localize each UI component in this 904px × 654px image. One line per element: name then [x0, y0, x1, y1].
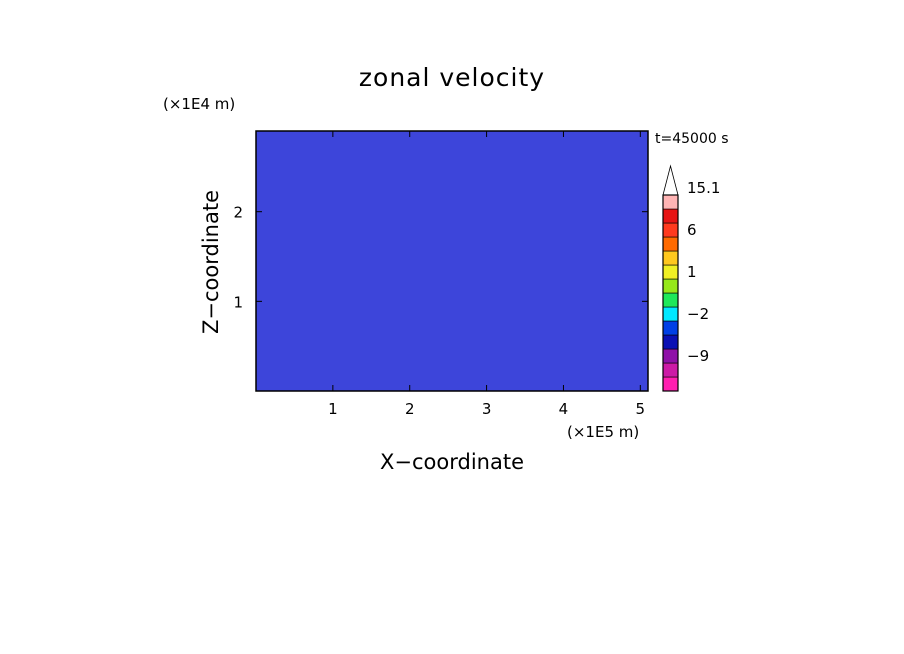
colorbar-box	[662, 334, 679, 350]
colorbar-box	[662, 264, 679, 280]
y-tick-label: 1	[233, 293, 243, 311]
colorbar-box	[662, 306, 679, 322]
chart-title: zonal velocity	[359, 63, 545, 92]
colorbar-label: 15.1	[687, 179, 720, 197]
colorbar-box	[662, 236, 679, 252]
colorbar-box	[662, 348, 679, 364]
colorbar-label: 1	[687, 263, 697, 281]
colorbar-box	[662, 292, 679, 308]
x-tick-label: 4	[559, 400, 569, 418]
colorbar-box	[662, 278, 679, 294]
colorbar-frame	[662, 194, 679, 392]
y-axis-ticks: 12	[233, 204, 648, 311]
x-axis-ticks: 1 2 3 4 5	[328, 131, 645, 418]
x-tick-label: 1	[328, 400, 338, 418]
x-tick-label: 5	[636, 400, 646, 418]
colorbar-box	[662, 320, 679, 336]
colorbar-box	[662, 250, 679, 266]
velocity-field	[256, 131, 648, 391]
y-axis-label: Z−coordinate	[199, 190, 223, 334]
x-unit-label: (×1E5 m)	[567, 423, 639, 441]
colorbar-box	[662, 194, 679, 210]
colorbar-label: −2	[687, 305, 709, 323]
colorbar-label: 6	[687, 221, 697, 239]
colorbar-box	[662, 222, 679, 238]
colorbar-box	[662, 208, 679, 224]
y-tick-label: 2	[233, 204, 243, 222]
x-tick-label: 3	[482, 400, 492, 418]
x-axis-label: X−coordinate	[380, 450, 524, 474]
x-tick-label: 2	[405, 400, 415, 418]
colorbar-box	[662, 376, 679, 392]
colorbar-box	[662, 362, 679, 378]
colorbar: 15.1 6 1 −2 −9	[662, 164, 720, 392]
colorbar-arrow	[662, 164, 679, 196]
y-unit-label: (×1E4 m)	[163, 95, 235, 113]
plot-frame	[255, 130, 649, 392]
colorbar-label: −9	[687, 347, 709, 365]
time-label: t=45000 s	[655, 131, 729, 147]
